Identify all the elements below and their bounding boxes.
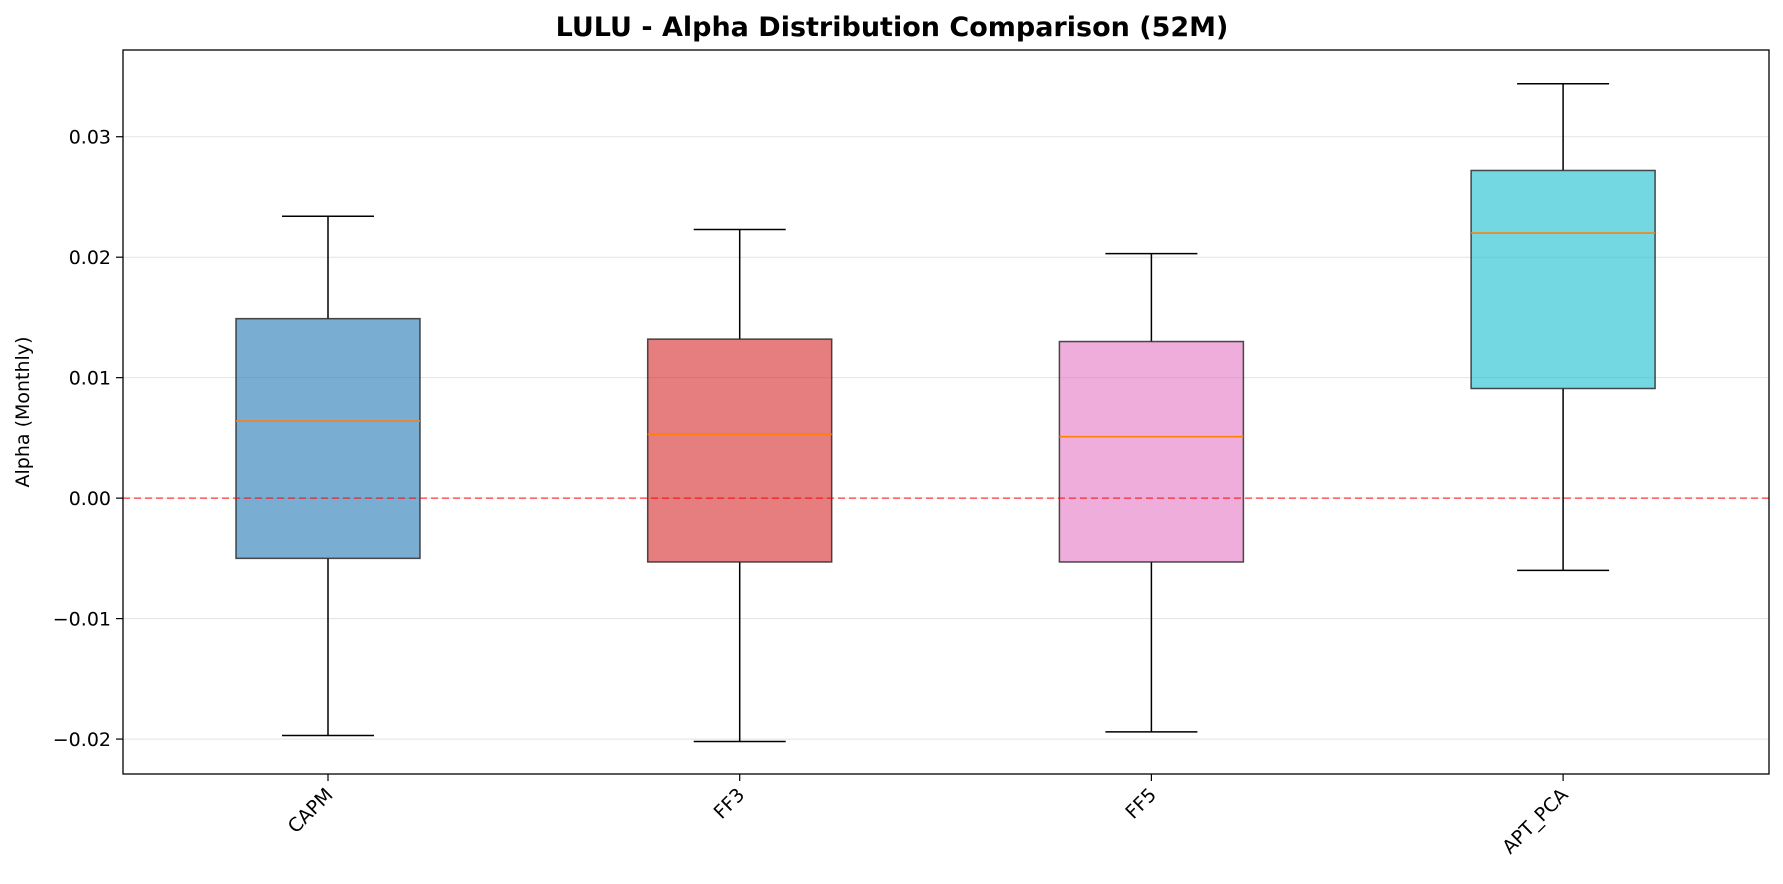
y-tick-label: −0.02 — [53, 729, 111, 751]
box-apt_pca — [1471, 170, 1655, 388]
plot-area: −0.02 −0.01 0.00 0.01 0.02 0.03 CAPM FF3 FF5 APT_… — [53, 50, 1769, 858]
x-tick-label: FF3 — [710, 784, 750, 824]
y-tick-label: 0.02 — [69, 247, 111, 269]
y-tick-label: 0.01 — [69, 368, 111, 390]
y-tick-label: 0.03 — [69, 127, 111, 149]
y-tick-label: −0.01 — [53, 609, 111, 631]
box-capm — [236, 319, 420, 559]
x-tick-label: APT_PCA — [1498, 784, 1572, 858]
y-axis-title: Alpha (Monthly) — [12, 337, 34, 488]
x-tick-label: FF5 — [1121, 784, 1161, 824]
y-tick-label: 0.00 — [69, 488, 111, 510]
chart-title: LULU - Alpha Distribution Comparison (52… — [556, 12, 1229, 43]
x-tick-label: CAPM — [284, 784, 338, 838]
box-ff3 — [648, 339, 832, 562]
box-ff5 — [1059, 342, 1243, 562]
